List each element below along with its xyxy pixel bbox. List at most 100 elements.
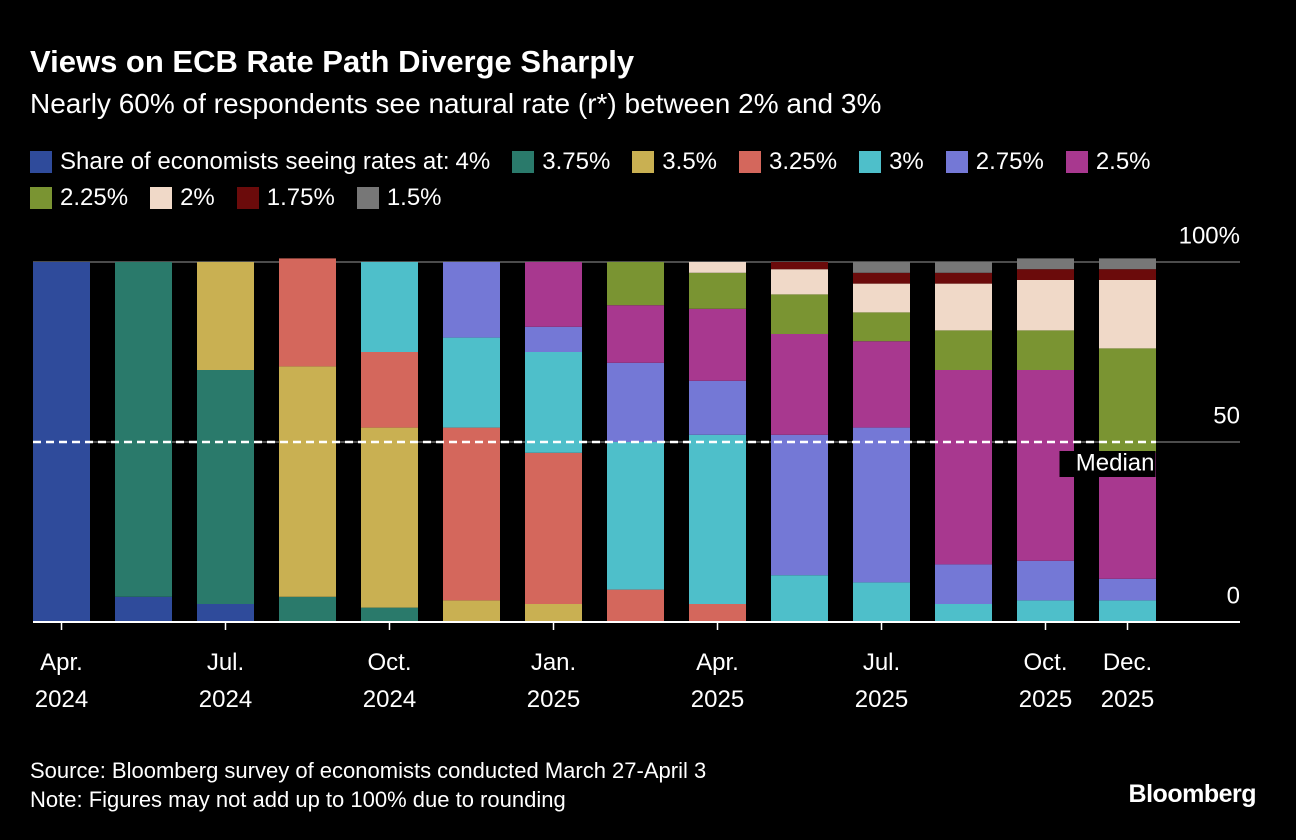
bar-segment bbox=[771, 575, 828, 622]
bar-segment bbox=[689, 434, 746, 604]
bar-segment bbox=[1017, 269, 1074, 280]
y-tick-label: 100% bbox=[1179, 222, 1240, 249]
legend-swatch bbox=[236, 187, 259, 209]
bar-segment bbox=[279, 258, 336, 367]
bar-segment bbox=[771, 434, 828, 576]
x-tick-label: Jul. 2025 bbox=[854, 649, 909, 713]
bar-segment bbox=[771, 262, 828, 270]
legend-label: 2.5% bbox=[1095, 148, 1151, 175]
bar-segment bbox=[771, 294, 828, 334]
bar-segment bbox=[197, 262, 254, 370]
legend-swatch bbox=[739, 151, 761, 173]
bar-segment bbox=[771, 269, 828, 295]
chart-title: Views on ECB Rate Path Diverge Sharply bbox=[30, 44, 635, 79]
legend-swatch bbox=[512, 151, 535, 173]
annotation: Median bbox=[1076, 449, 1155, 476]
bar-segment bbox=[525, 604, 582, 622]
legend-title: Share of economists seeing rates at: bbox=[60, 148, 450, 175]
bar-segment bbox=[525, 326, 582, 352]
bar-segment bbox=[361, 262, 418, 352]
annotation-bg bbox=[1059, 451, 1156, 477]
bar-segment bbox=[935, 370, 992, 565]
bar-segment bbox=[443, 600, 500, 622]
bar-segment bbox=[689, 272, 746, 309]
bar-segment bbox=[1099, 258, 1156, 270]
legend-item: 2.75% bbox=[945, 148, 1044, 176]
legend-item: 1.5% bbox=[356, 184, 442, 212]
bar-segment bbox=[607, 305, 664, 363]
x-tick-label: Oct. 2025 bbox=[1018, 649, 1073, 713]
bar-segment bbox=[853, 283, 910, 313]
legend-swatch bbox=[30, 187, 52, 209]
legend-item: 2.25% bbox=[30, 184, 128, 212]
legend-item: 1.75% bbox=[236, 184, 335, 212]
bar-segment bbox=[279, 366, 336, 597]
bar-segment bbox=[443, 427, 500, 601]
bar-segment bbox=[853, 272, 910, 284]
bar-segment bbox=[1017, 330, 1074, 370]
x-tick-label: Oct. 2024 bbox=[362, 649, 417, 713]
bar-segment bbox=[525, 452, 582, 604]
legend-item: 3.5% bbox=[632, 148, 717, 176]
bar-segment bbox=[607, 442, 664, 590]
bar-segment bbox=[853, 582, 910, 622]
bar-segment bbox=[689, 262, 746, 273]
bar-segment bbox=[1099, 269, 1156, 280]
legend-item: 2% bbox=[150, 184, 215, 212]
legend-item: 2.5% bbox=[1065, 148, 1151, 176]
bar-segment bbox=[1017, 560, 1074, 601]
bar-segment bbox=[361, 427, 418, 608]
bar-segment bbox=[935, 564, 992, 604]
note: Note: Figures may not add up to 100% due… bbox=[30, 787, 566, 812]
x-tick-label: Apr. 2024 bbox=[34, 649, 89, 713]
brand: Bloomberg bbox=[1128, 780, 1257, 808]
bar-segment bbox=[115, 596, 172, 622]
bar-segment bbox=[689, 604, 746, 622]
legend-swatch bbox=[945, 151, 968, 173]
legend-swatch bbox=[1065, 151, 1088, 173]
bar-segment bbox=[935, 272, 992, 284]
y-tick-label: 0 bbox=[1227, 582, 1240, 609]
x-tick-label: Jul. 2024 bbox=[198, 649, 253, 713]
bar-segment bbox=[525, 262, 582, 327]
legend-item: 3.25% bbox=[739, 148, 837, 176]
bar-segment bbox=[935, 262, 992, 273]
bar-segment bbox=[607, 262, 664, 306]
source: Source: Bloomberg survey of economists c… bbox=[30, 758, 707, 783]
legend-item: 3% bbox=[859, 148, 924, 176]
bar-segment bbox=[361, 607, 418, 622]
legend-item: Share of economists seeing rates at: 4% bbox=[30, 148, 490, 176]
bar-segment bbox=[935, 330, 992, 370]
legend-label: 2.75% bbox=[975, 148, 1044, 175]
bar-segment bbox=[1017, 600, 1074, 622]
legend-swatch bbox=[30, 151, 52, 173]
bar-segment bbox=[935, 604, 992, 622]
bar-segment bbox=[115, 262, 172, 597]
x-tick-label: Dec. 2025 bbox=[1100, 649, 1155, 713]
bar-segment bbox=[1099, 600, 1156, 622]
bar-segment bbox=[197, 370, 254, 604]
bar-segment bbox=[1099, 280, 1156, 349]
bar-segment bbox=[853, 341, 910, 428]
bar-segment bbox=[1017, 280, 1074, 331]
legend: Share of economists seeing rates at: 4% 3.… bbox=[30, 148, 1260, 212]
legend-swatch bbox=[859, 151, 882, 173]
bar-segment bbox=[935, 283, 992, 331]
bar-segment bbox=[443, 337, 500, 428]
legend-swatch bbox=[356, 187, 379, 209]
x-tick-label: Apr. 2025 bbox=[690, 649, 745, 713]
legend-swatch bbox=[632, 151, 655, 173]
bar-segment bbox=[853, 427, 910, 583]
legend-label: 3.25% bbox=[769, 148, 838, 175]
legend-label: 4% bbox=[455, 148, 491, 175]
legend-label: 1.75% bbox=[266, 184, 335, 211]
bar-segment bbox=[443, 262, 500, 338]
legend-label: 2% bbox=[180, 184, 215, 211]
legend-label: 3.5% bbox=[662, 148, 717, 175]
legend-label: 3% bbox=[889, 148, 924, 175]
legend-label: 2.25% bbox=[60, 184, 129, 211]
legend-label: 3.75% bbox=[542, 148, 611, 175]
bar-segment bbox=[607, 589, 664, 622]
